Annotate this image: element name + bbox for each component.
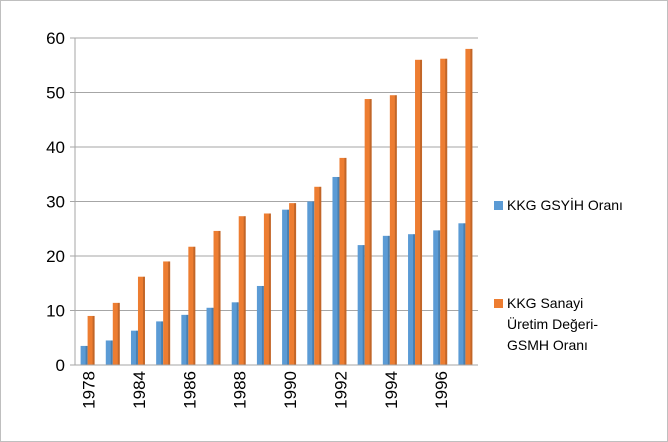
bar-shade bbox=[470, 48, 473, 366]
bar bbox=[364, 99, 372, 365]
bar bbox=[231, 302, 239, 365]
bar-shade bbox=[287, 209, 290, 365]
bar bbox=[188, 246, 196, 365]
bar bbox=[433, 230, 441, 365]
bar bbox=[314, 186, 322, 365]
bar-shade bbox=[387, 235, 390, 365]
y-tick-label: 20 bbox=[46, 247, 65, 266]
bar bbox=[440, 58, 448, 366]
bar bbox=[87, 315, 95, 365]
x-tick-label: 1984 bbox=[130, 371, 149, 409]
bar-shade bbox=[117, 302, 120, 365]
bar bbox=[332, 176, 340, 365]
bar-shade bbox=[193, 246, 196, 365]
bar bbox=[382, 235, 390, 365]
bar-shade bbox=[413, 234, 416, 365]
bar bbox=[112, 302, 120, 365]
bar-shade bbox=[236, 302, 239, 365]
bar-shade bbox=[85, 345, 88, 365]
bar bbox=[156, 321, 164, 365]
bar-shade bbox=[420, 59, 423, 366]
bar-shade bbox=[168, 261, 171, 365]
bar bbox=[339, 157, 347, 365]
bar bbox=[80, 345, 88, 365]
bar bbox=[181, 314, 189, 365]
bar-shade bbox=[463, 223, 466, 365]
bar bbox=[263, 213, 271, 365]
y-tick-label: 50 bbox=[46, 84, 65, 103]
y-tick-label: 60 bbox=[46, 29, 65, 48]
bar bbox=[105, 340, 113, 365]
legend-item: KKG Sanayi Üretim Değeri- GSMH Oranı bbox=[494, 293, 664, 356]
bar-shade bbox=[369, 99, 372, 365]
bar bbox=[307, 201, 315, 365]
bar-shade bbox=[243, 216, 246, 365]
bar bbox=[389, 95, 397, 365]
y-tick-label: 10 bbox=[46, 302, 65, 321]
bar-shade bbox=[142, 276, 145, 365]
bar-shade bbox=[362, 245, 365, 365]
bar-shade bbox=[294, 203, 297, 365]
bar bbox=[130, 330, 138, 365]
bar-shade bbox=[211, 307, 214, 365]
bar-shade bbox=[92, 315, 95, 365]
bar bbox=[206, 307, 214, 365]
bar bbox=[213, 230, 221, 365]
legend-item: KKG GSYİH Oranı bbox=[494, 195, 664, 216]
bar-shade bbox=[445, 58, 448, 366]
bar-shade bbox=[186, 314, 189, 365]
bar bbox=[282, 209, 290, 365]
bar-shade bbox=[344, 157, 347, 365]
bar bbox=[458, 223, 466, 365]
bar bbox=[163, 261, 171, 365]
bar-shade bbox=[438, 230, 441, 365]
x-tick-label: 1978 bbox=[80, 371, 99, 409]
bar bbox=[415, 59, 423, 366]
y-tick-label: 30 bbox=[46, 193, 65, 212]
legend-label: KKG GSYİH Oranı bbox=[507, 197, 623, 213]
bar-shade bbox=[268, 213, 271, 365]
bar bbox=[357, 245, 365, 365]
bar bbox=[465, 48, 473, 366]
legend-swatch bbox=[494, 299, 503, 308]
bar bbox=[408, 234, 416, 365]
bar-shade bbox=[312, 201, 315, 365]
bar-shade bbox=[319, 186, 322, 365]
bar bbox=[289, 203, 297, 365]
x-tick-label: 1994 bbox=[382, 371, 401, 409]
bar-shade bbox=[337, 176, 340, 365]
legend-swatch bbox=[494, 201, 503, 210]
x-tick-label: 1992 bbox=[331, 371, 350, 409]
bar bbox=[137, 276, 145, 365]
y-tick-label: 40 bbox=[46, 138, 65, 157]
bar bbox=[256, 285, 264, 365]
bar-shade bbox=[394, 95, 397, 365]
bar-shade bbox=[110, 340, 113, 365]
legend-label: KKG Sanayi Üretim Değeri- GSMH Oranı bbox=[507, 295, 599, 353]
bar-shade bbox=[261, 285, 264, 365]
x-tick-label: 1986 bbox=[180, 371, 199, 409]
bar-shade bbox=[161, 321, 164, 365]
y-tick-label: 0 bbox=[56, 356, 65, 375]
x-tick-label: 1988 bbox=[231, 371, 250, 409]
x-tick-label: 1996 bbox=[432, 371, 451, 409]
x-tick-label: 1990 bbox=[281, 371, 300, 409]
bar-shade bbox=[218, 230, 221, 365]
bar bbox=[238, 216, 246, 365]
bar-shade bbox=[135, 330, 138, 365]
